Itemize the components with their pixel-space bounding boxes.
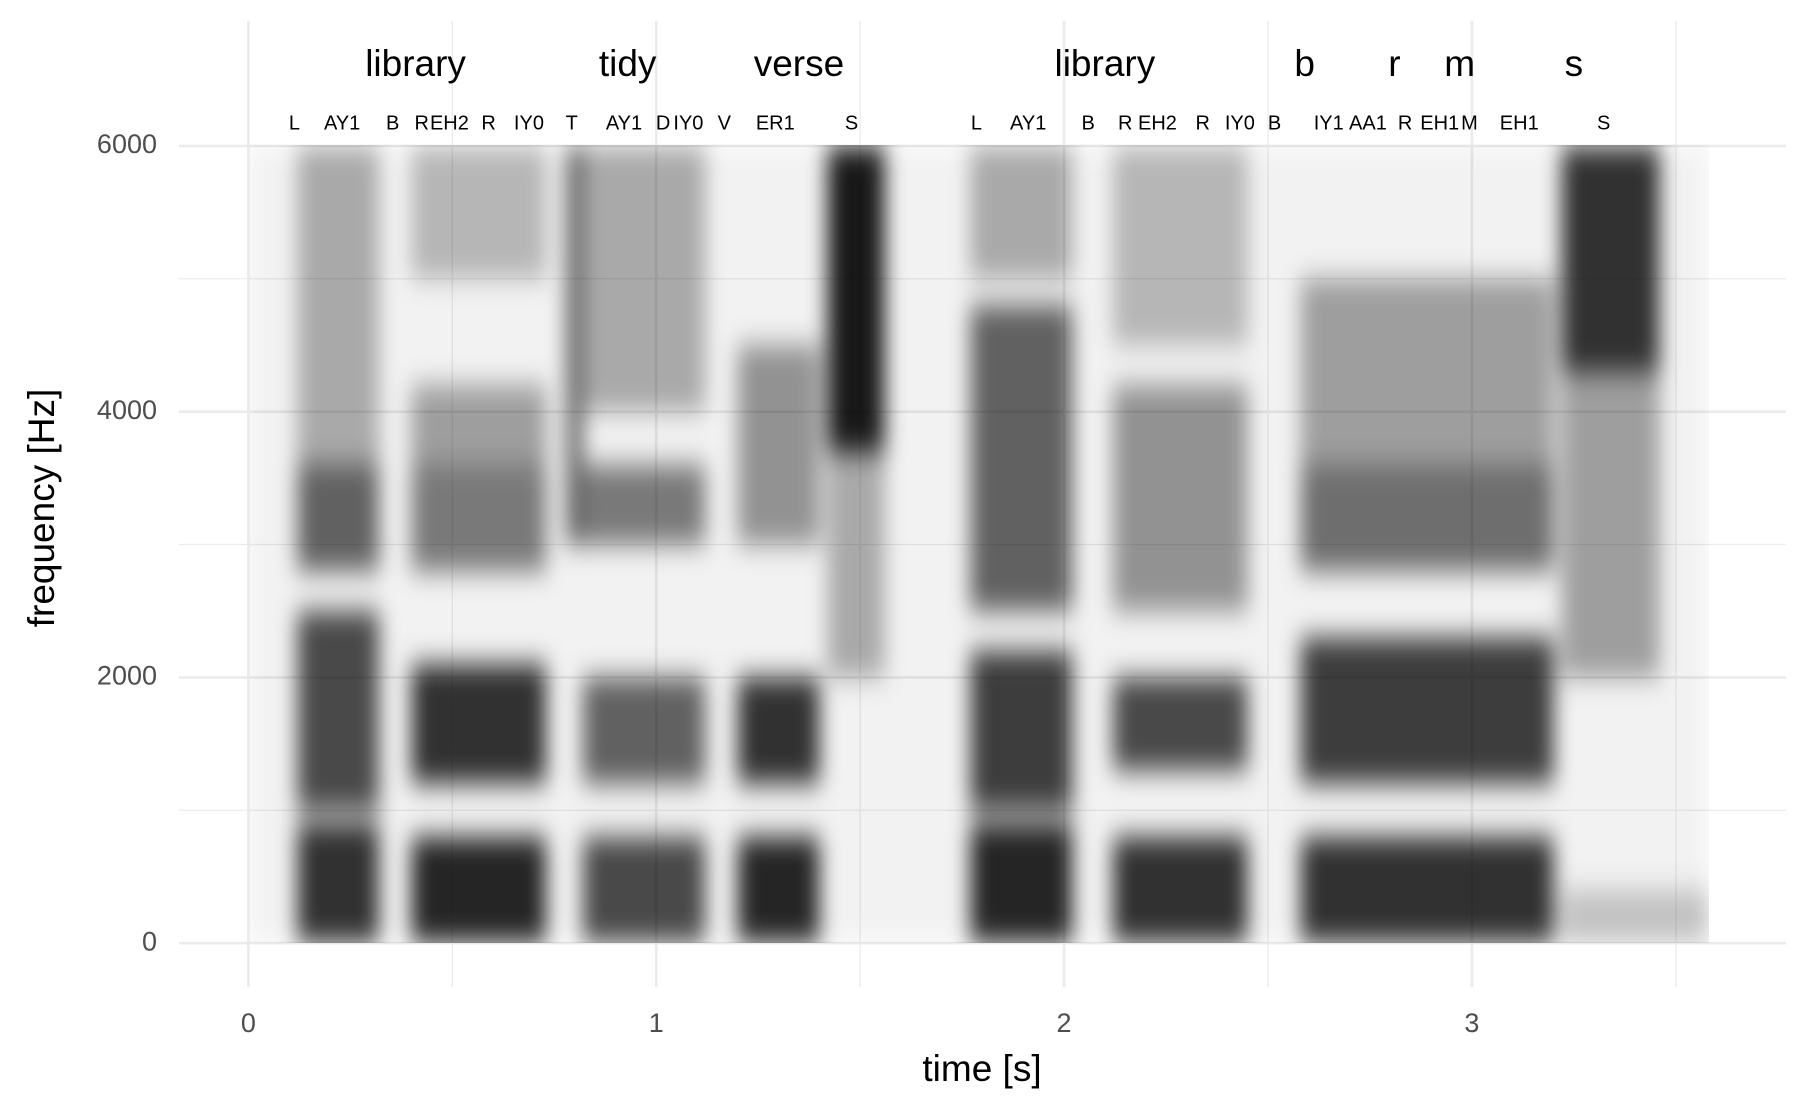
word-label: tidy <box>599 43 657 84</box>
phone-label: R <box>481 112 495 134</box>
energy-cell <box>970 145 1073 279</box>
energy-cell <box>411 664 547 784</box>
energy-cell <box>411 145 547 279</box>
energy-cell <box>411 836 547 943</box>
energy-cell <box>582 145 706 412</box>
energy-cell <box>1113 677 1248 771</box>
phone-label: R <box>1398 112 1412 134</box>
x-tick-label: 3 <box>1464 1008 1479 1038</box>
phone-label: S <box>845 112 858 134</box>
y-tick-label: 4000 <box>97 395 157 425</box>
energy-cell <box>827 145 885 452</box>
energy-cell <box>297 145 379 465</box>
energy-cell <box>582 677 706 784</box>
phone-label: R <box>414 112 428 134</box>
energy-cell <box>1113 385 1248 611</box>
phone-label: B <box>1268 112 1281 134</box>
x-tick-label: 1 <box>649 1008 664 1038</box>
energy-cell <box>737 836 820 943</box>
phone-label: EH1 <box>1420 112 1459 134</box>
labels: 0 1 2 3 0 2000 4000 6000 library tidy verse library… <box>97 43 1610 1038</box>
word-label: s <box>1565 43 1584 84</box>
y-tick-label: 2000 <box>97 661 157 691</box>
energy-cell <box>582 464 706 545</box>
word-label: r <box>1388 43 1400 84</box>
spectrogram <box>249 145 1709 943</box>
word-label: library <box>365 43 466 84</box>
energy-cell <box>970 823 1073 943</box>
energy-cell <box>737 677 820 784</box>
x-axis-title: time [s] <box>922 1048 1041 1089</box>
phone-label: AY1 <box>606 112 642 134</box>
phone-label: EH2 <box>1138 112 1177 134</box>
phone-label: L <box>289 112 300 134</box>
phone-label: AY1 <box>324 112 360 134</box>
phone-label: M <box>1461 112 1478 134</box>
energy-cell <box>297 610 379 811</box>
x-tick-label: 0 <box>241 1008 256 1038</box>
phone-label: ER1 <box>756 112 795 134</box>
energy-cell <box>582 836 706 943</box>
phone-label: R <box>1118 112 1132 134</box>
y-tick-label: 0 <box>142 926 157 956</box>
phone-label: B <box>386 112 399 134</box>
phone-label: D <box>656 112 670 134</box>
energy-cell <box>737 345 820 545</box>
word-label: library <box>1054 43 1155 84</box>
word-label: verse <box>754 43 844 84</box>
x-tick-label: 2 <box>1057 1008 1072 1038</box>
energy-cell <box>1113 145 1248 346</box>
phone-label: L <box>971 112 982 134</box>
phone-label: IY0 <box>514 112 544 134</box>
energy-cell <box>1561 145 1660 372</box>
phone-label: IY1 <box>1314 112 1344 134</box>
energy-cell <box>297 823 379 943</box>
energy-cell <box>297 464 379 572</box>
energy-cell <box>1561 890 1709 943</box>
energy-cell <box>1300 464 1554 572</box>
phone-label: T <box>566 112 578 134</box>
energy-cell <box>970 650 1073 811</box>
word-label: b <box>1294 43 1315 84</box>
phone-label: IY0 <box>1225 112 1255 134</box>
energy-cell <box>1561 371 1660 678</box>
energy-cell <box>827 451 885 678</box>
phone-label: B <box>1081 112 1094 134</box>
phone-label: V <box>718 112 732 134</box>
phone-label: AY1 <box>1010 112 1046 134</box>
phone-label: EH1 <box>1500 112 1539 134</box>
energy-cell <box>566 145 583 545</box>
phone-label: IY0 <box>673 112 703 134</box>
energy-cell <box>411 464 547 572</box>
energy-cell <box>411 385 547 465</box>
energy-cell <box>1300 637 1554 784</box>
phone-label: R <box>1196 112 1210 134</box>
phone-label: AA1 <box>1349 112 1387 134</box>
energy-cell <box>1300 278 1554 465</box>
energy-cell <box>1113 836 1248 943</box>
phone-label: S <box>1597 112 1610 134</box>
word-label: m <box>1444 43 1475 84</box>
energy-cell <box>1300 836 1554 943</box>
phone-label: EH2 <box>430 112 469 134</box>
y-tick-label: 6000 <box>97 129 157 159</box>
energy-cell <box>970 305 1073 611</box>
y-axis-title: frequency [Hz] <box>21 389 62 628</box>
